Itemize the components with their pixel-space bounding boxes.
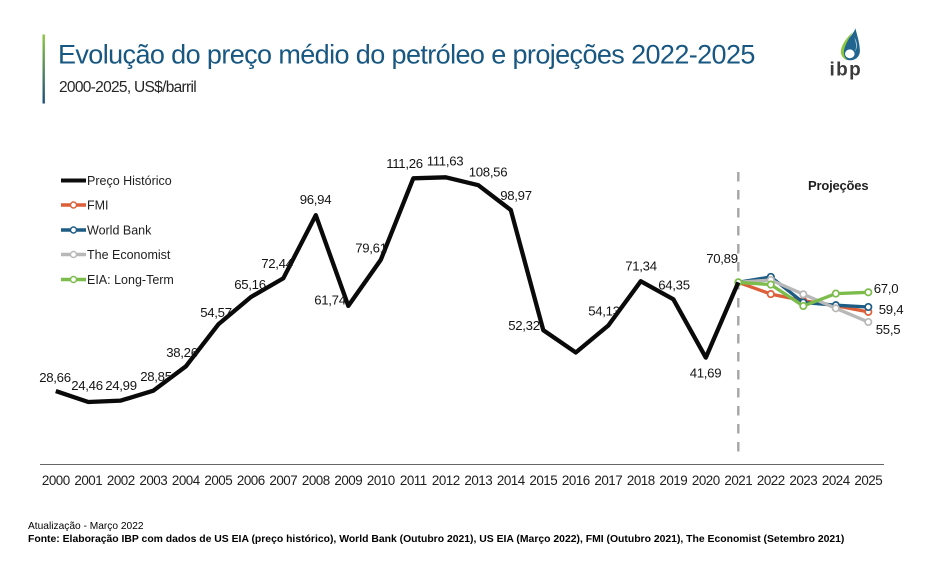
svg-text:2006: 2006	[237, 473, 265, 488]
svg-text:24,99: 24,99	[105, 378, 137, 393]
svg-text:2018: 2018	[627, 473, 655, 488]
svg-text:38,26: 38,26	[166, 345, 198, 360]
svg-text:ibp: ibp	[830, 60, 863, 81]
svg-text:98,97: 98,97	[500, 188, 532, 203]
svg-text:111,26: 111,26	[386, 156, 423, 171]
svg-text:2005: 2005	[204, 473, 232, 488]
svg-text:Fonte: Elaboração IBP com dado: Fonte: Elaboração IBP com dados de US EI…	[28, 534, 844, 545]
svg-text:2008: 2008	[302, 473, 330, 488]
svg-text:Projeções: Projeções	[808, 178, 868, 193]
svg-text:2016: 2016	[562, 473, 590, 488]
svg-text:55,5: 55,5	[876, 322, 900, 337]
svg-text:72,44: 72,44	[261, 256, 293, 271]
svg-text:52,32: 52,32	[508, 318, 540, 333]
svg-text:2023: 2023	[789, 473, 817, 488]
svg-text:61,74: 61,74	[314, 293, 346, 308]
svg-text:79,61: 79,61	[355, 241, 387, 256]
svg-text:2015: 2015	[529, 473, 557, 488]
svg-text:67,0: 67,0	[874, 281, 898, 296]
svg-text:2007: 2007	[269, 473, 297, 488]
svg-text:2010: 2010	[367, 473, 395, 488]
svg-text:World Bank: World Bank	[87, 224, 152, 238]
svg-text:2024: 2024	[822, 473, 851, 488]
svg-text:The Economist: The Economist	[87, 248, 171, 262]
svg-text:2020: 2020	[692, 473, 720, 488]
svg-text:111,63: 111,63	[427, 154, 464, 169]
svg-text:24,46: 24,46	[71, 378, 103, 393]
svg-text:2003: 2003	[139, 473, 167, 488]
svg-text:41,69: 41,69	[690, 366, 722, 381]
svg-text:64,35: 64,35	[658, 278, 690, 293]
svg-text:2011: 2011	[400, 473, 427, 488]
svg-text:59,4: 59,4	[879, 302, 903, 317]
svg-text:2009: 2009	[334, 473, 362, 488]
svg-text:28,66: 28,66	[39, 370, 71, 385]
svg-text:2004: 2004	[172, 473, 201, 488]
svg-text:FMI: FMI	[87, 199, 109, 213]
svg-text:71,34: 71,34	[625, 259, 657, 274]
svg-text:2001: 2001	[74, 473, 102, 488]
svg-text:Evolução do preço médio do pet: Evolução do preço médio do petróleo e pr…	[58, 40, 755, 70]
svg-text:2022: 2022	[757, 473, 785, 488]
svg-text:2000-2025, US$/barril: 2000-2025, US$/barril	[59, 79, 196, 96]
svg-text:54,13: 54,13	[588, 304, 620, 319]
svg-text:2013: 2013	[464, 473, 492, 488]
svg-text:EIA: Long-Term: EIA: Long-Term	[87, 273, 174, 287]
svg-text:96,94: 96,94	[300, 192, 332, 207]
svg-text:65,16: 65,16	[234, 277, 266, 292]
svg-text:108,56: 108,56	[469, 165, 508, 180]
svg-text:2002: 2002	[107, 473, 135, 488]
svg-text:2012: 2012	[432, 473, 460, 488]
svg-text:28,85: 28,85	[140, 369, 172, 384]
svg-text:2019: 2019	[659, 473, 687, 488]
svg-text:2025: 2025	[854, 473, 882, 488]
svg-text:2017: 2017	[594, 473, 622, 488]
svg-text:2000: 2000	[42, 473, 70, 488]
svg-text:Atualização - Março 2022: Atualização - Março 2022	[28, 521, 144, 532]
svg-text:2021: 2021	[724, 473, 752, 488]
svg-text:2014: 2014	[497, 473, 526, 488]
svg-text:Preço Histórico: Preço Histórico	[87, 174, 172, 188]
svg-text:70,89: 70,89	[706, 251, 738, 266]
svg-text:54,57: 54,57	[200, 305, 232, 320]
